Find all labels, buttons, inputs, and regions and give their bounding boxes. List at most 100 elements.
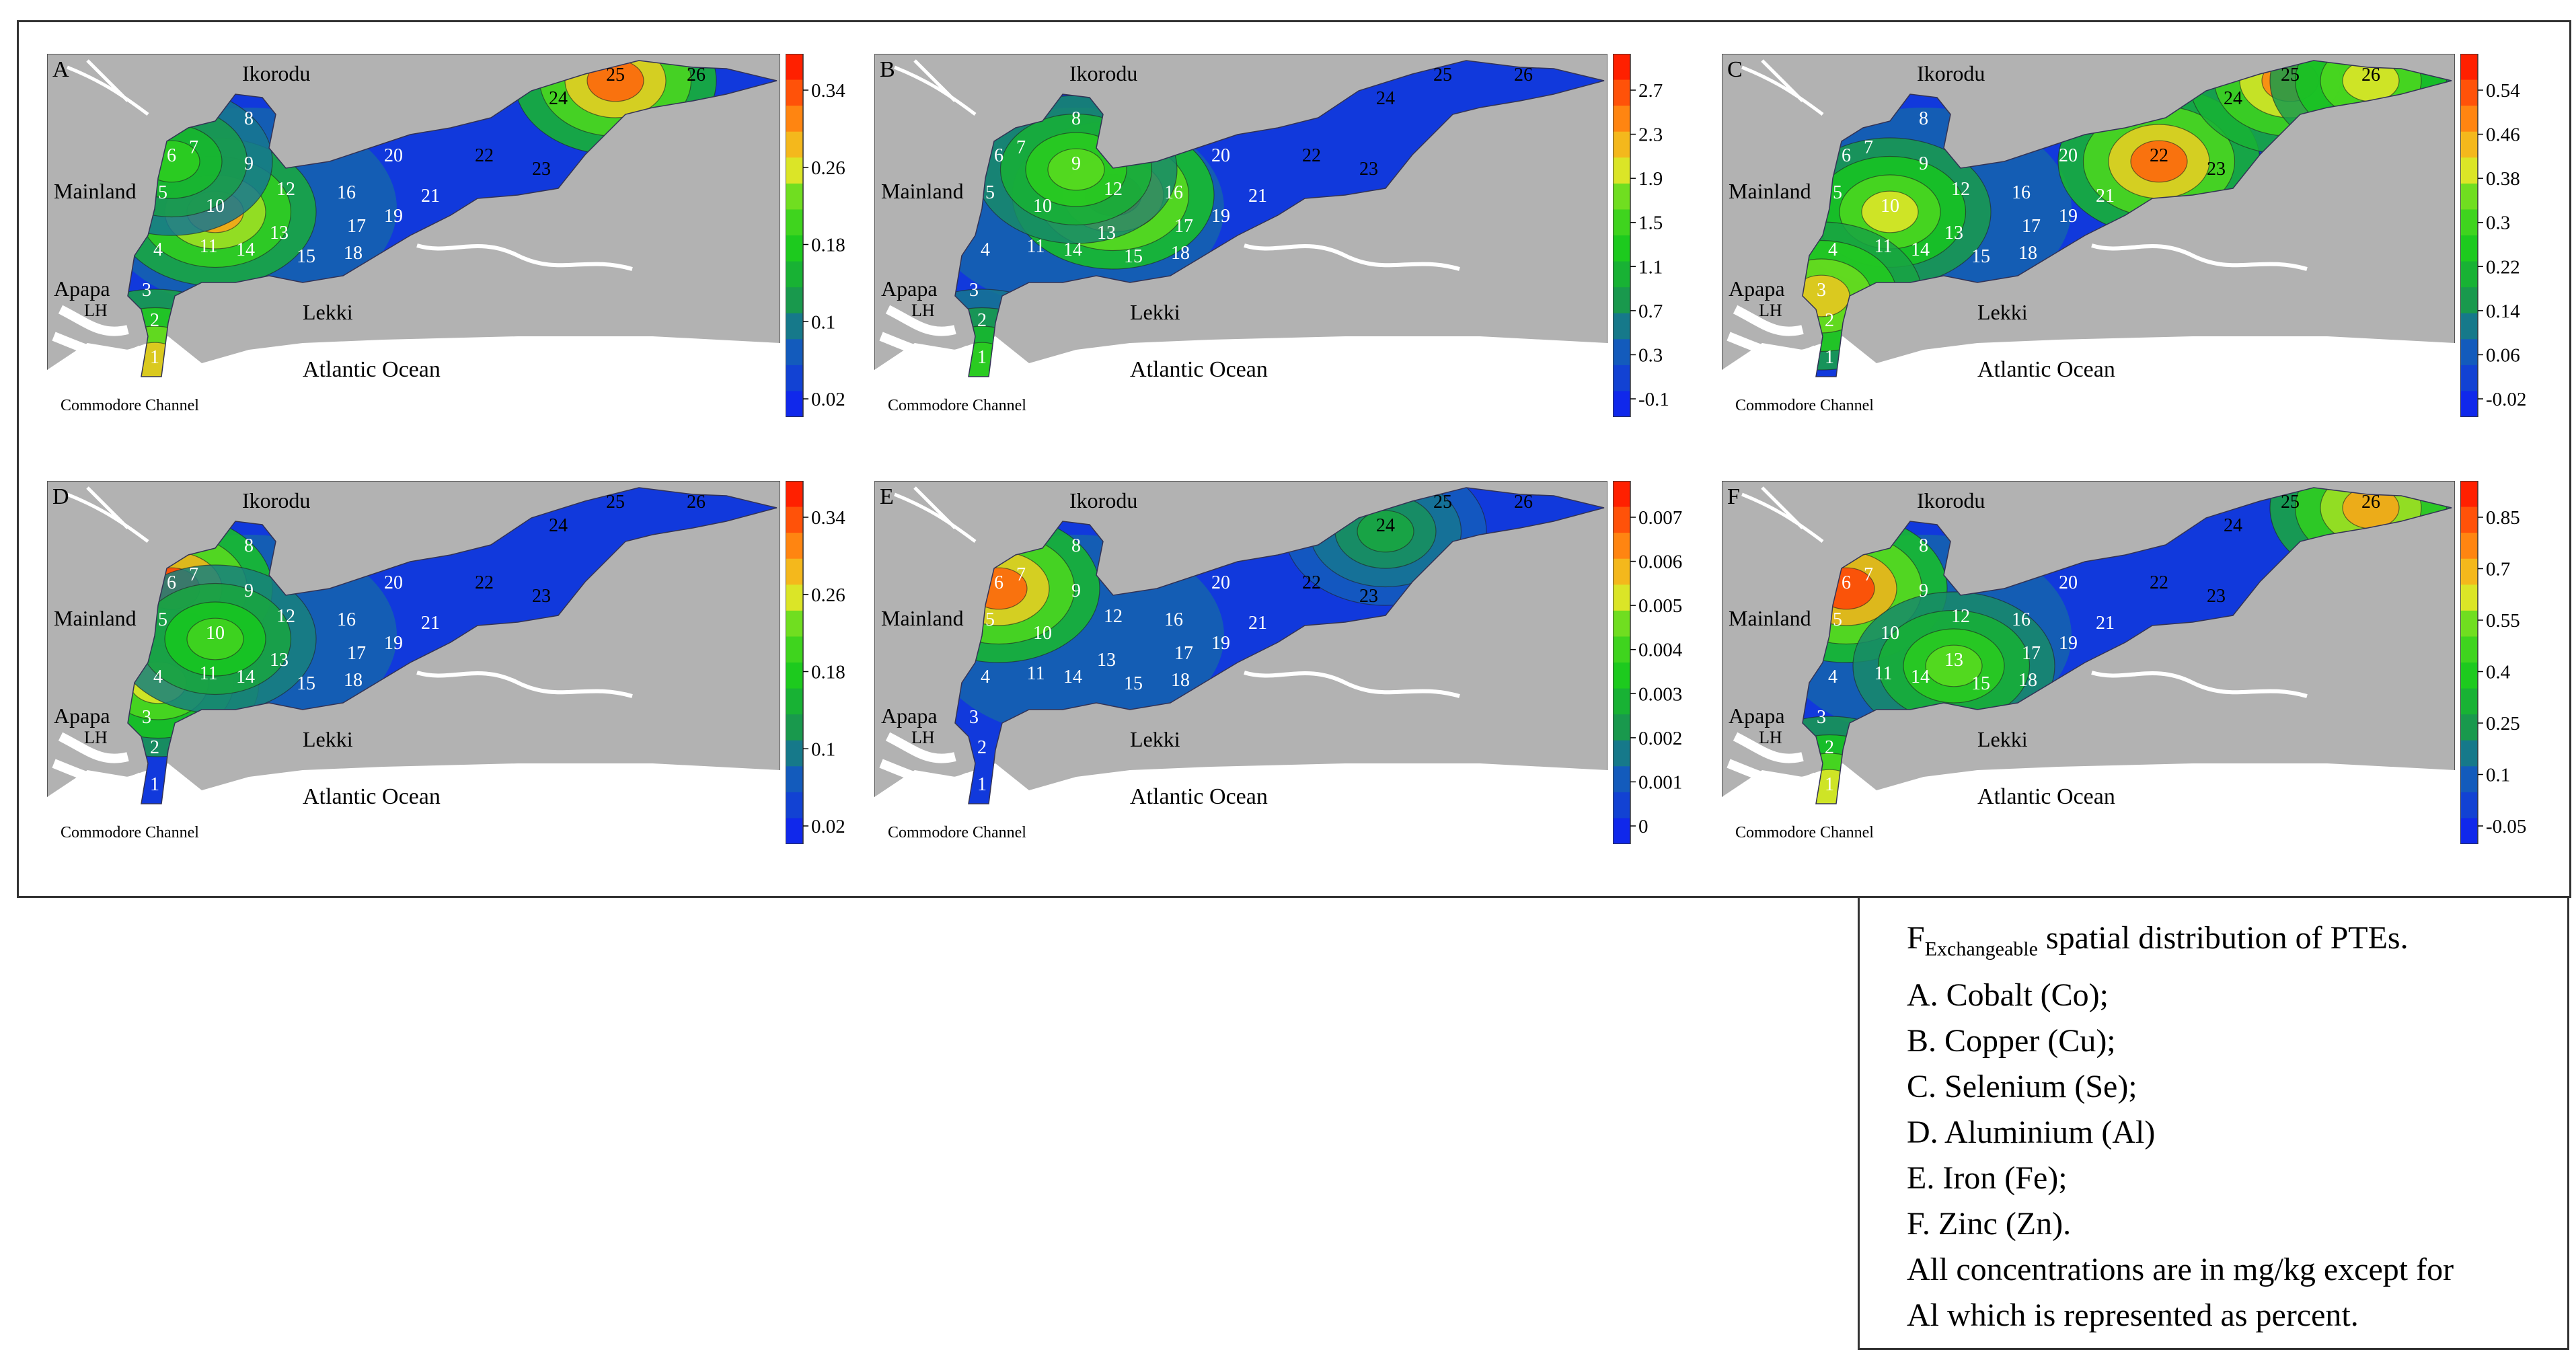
station-label: 8 — [1919, 108, 1928, 129]
colorbar-swatch — [2460, 533, 2478, 560]
colorbar-tick-label: -0.05 — [2486, 816, 2526, 837]
station-label: 15 — [1971, 673, 1990, 694]
station-label: 2 — [150, 310, 159, 331]
station-label: 13 — [1097, 223, 1116, 243]
colorbar-swatch — [1613, 339, 1630, 366]
station-label: 15 — [297, 673, 315, 694]
colorbar-swatch — [786, 584, 803, 611]
colorbar-swatch — [2460, 766, 2478, 793]
panel-letter: A — [52, 57, 69, 82]
place-label: Apapa — [54, 276, 110, 301]
place-label: Apapa — [54, 704, 110, 728]
station-label: 21 — [421, 613, 440, 634]
caption-item-selenium: C. Selenium (Se); — [1907, 1068, 2137, 1104]
hotspot-contour — [1926, 645, 1982, 687]
station-label: 18 — [344, 243, 363, 264]
hotspot-contour — [2131, 141, 2187, 182]
station-label: 10 — [1881, 196, 1899, 217]
station-label: 20 — [1211, 145, 1230, 166]
station-label: 12 — [1104, 179, 1123, 200]
colorbar-tick-label: 0.7 — [1638, 301, 1663, 322]
colorbar-swatch — [2460, 209, 2478, 236]
station-label: 19 — [2059, 633, 2078, 654]
station-label: 7 — [1864, 564, 1873, 585]
colorbar-tick-label: 0.4 — [2486, 662, 2511, 683]
station-label: 13 — [1097, 650, 1116, 671]
station-label: 11 — [1874, 236, 1893, 257]
station-label: 22 — [1302, 572, 1321, 593]
colorbar: 0.34 0.26 0.18 0.1 0.02 — [786, 54, 845, 417]
place-label: Ikorodu — [1917, 488, 1985, 513]
station-label: 2 — [977, 310, 987, 331]
colorbar-swatch — [786, 688, 803, 716]
station-label: 14 — [1063, 239, 1082, 260]
caption-units-note-cont: Al which is represented as percent. — [1907, 1297, 2359, 1333]
lh-label: LH — [84, 301, 108, 320]
station-label: 24 — [2224, 88, 2242, 109]
station-label: 20 — [2059, 572, 2078, 593]
colorbar-swatch — [2460, 235, 2478, 262]
colorbar-swatch — [1613, 209, 1630, 236]
station-label: 17 — [2022, 216, 2041, 237]
colorbar-swatch — [786, 766, 803, 793]
colorbar: 0.34 0.26 0.18 0.1 0.02 — [786, 481, 845, 844]
station-label: 18 — [1171, 670, 1190, 691]
place-label: Mainland — [1729, 179, 1811, 203]
colorbar-swatch — [786, 558, 803, 586]
station-label: 14 — [1911, 239, 1930, 260]
station-label: 24 — [1376, 88, 1395, 109]
station-label: 17 — [347, 216, 366, 237]
colorbar-swatch — [1613, 766, 1630, 793]
colorbar-tick-label: 0.54 — [2486, 80, 2520, 102]
station-label: 21 — [2096, 613, 2115, 634]
station-label: 9 — [244, 153, 254, 174]
map-panel-c: 1 2 3 4 5 6 7 8 9 10 11 12 13 14 15 16 17 18 19 20 21 22 23 24 2… — [1722, 54, 2529, 417]
colorbar-swatch — [1613, 584, 1630, 611]
place-label: Ikorodu — [1069, 61, 1137, 85]
colorbar-tick-label: -0.1 — [1638, 389, 1669, 410]
colorbar-swatch — [786, 610, 803, 638]
station-label: 13 — [270, 650, 289, 671]
colorbar-swatch — [1613, 792, 1630, 819]
colorbar-swatch — [2460, 287, 2478, 314]
hotspot-contour — [1048, 149, 1104, 190]
station-label: 9 — [1071, 153, 1081, 174]
colorbar-swatch — [786, 131, 803, 159]
colorbar-tick-label: 0.14 — [2486, 301, 2520, 322]
colorbar-swatch — [1613, 54, 1630, 81]
panel-letter: F — [1727, 484, 1740, 509]
colorbar-tick-label: 0.34 — [811, 507, 845, 529]
colorbar-swatch — [2460, 818, 2478, 844]
lh-label: LH — [911, 301, 935, 320]
panel-letter: C — [1727, 57, 1743, 82]
map-panel-f: 1 2 3 4 5 6 7 8 9 10 11 12 13 14 15 16 17 18 19 20 21 22 23 24 2… — [1722, 481, 2529, 844]
colorbar-swatch — [786, 209, 803, 236]
colorbar-swatch — [786, 235, 803, 262]
ocean-area — [1722, 336, 2455, 417]
colorbar-swatch — [1613, 131, 1630, 159]
station-label: 5 — [158, 182, 167, 203]
lh-label: LH — [84, 728, 108, 747]
station-label: 15 — [297, 246, 315, 267]
caption-item-cobalt: A. Cobalt (Co); — [1907, 977, 2109, 1013]
station-label: 2 — [1825, 737, 1834, 758]
station-label: 10 — [1033, 196, 1052, 217]
map-panel-a: 1 2 3 4 5 6 7 8 9 10 11 12 13 14 15 16 17 18 19 20 21 22 23 24 2… — [47, 54, 854, 417]
colorbar-swatch — [1613, 481, 1630, 508]
station-label: 16 — [1164, 182, 1183, 203]
colorbar: 0.85 0.7 0.55 0.4 0.25 0.1 -0.05 — [2460, 481, 2526, 844]
station-label: 4 — [1828, 667, 1838, 687]
caption-item-aluminium: D. Aluminium (Al) — [1907, 1114, 2156, 1150]
colorbar-swatch — [1613, 688, 1630, 716]
ocean-label: Atlantic Ocean — [1130, 357, 1268, 382]
station-label: 26 — [2361, 492, 2380, 513]
station-label: 9 — [244, 580, 254, 601]
ocean-area — [874, 336, 1607, 417]
channel-label: Commodore Channel — [1735, 824, 1874, 841]
station-label: 16 — [337, 182, 356, 203]
map-panel-d: 1 2 3 4 5 6 7 8 9 10 11 12 13 14 15 16 17 18 19 20 21 22 23 24 2… — [47, 481, 854, 844]
colorbar-tick-label: 0.1 — [811, 739, 835, 760]
